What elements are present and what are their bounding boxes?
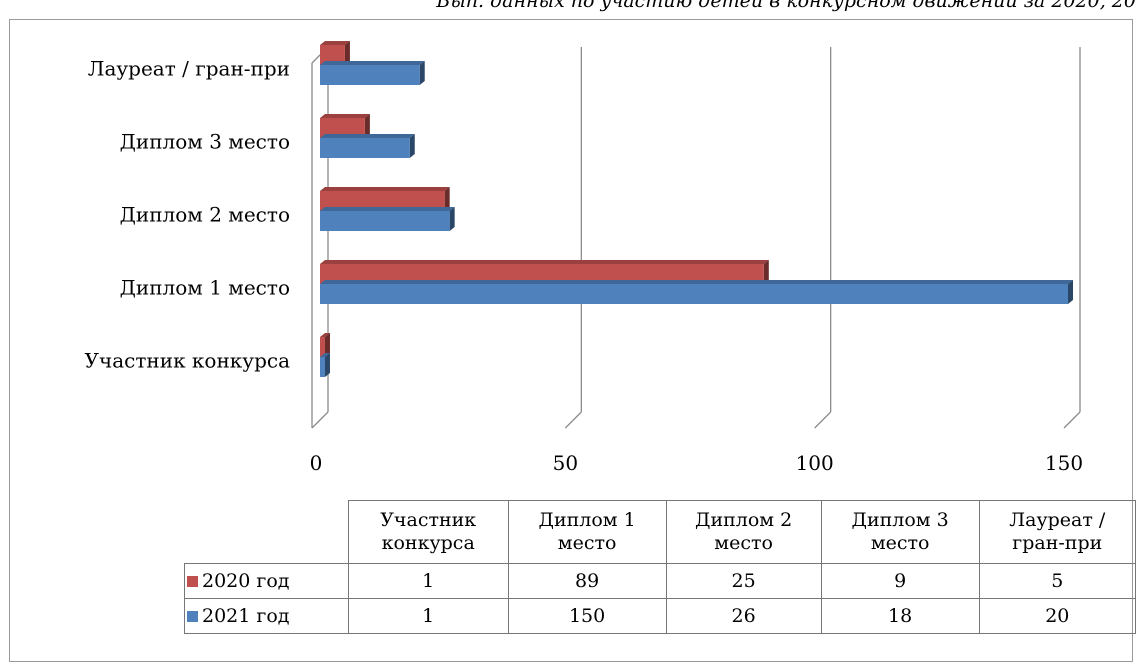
- bar: [320, 207, 455, 231]
- category-labels: Участник конкурса Диплом 1 место Диплом 2 …: [85, 57, 291, 373]
- data-table-header-line: место: [714, 532, 773, 554]
- bar-side-face: [324, 353, 330, 377]
- gridline-foot: [1063, 411, 1081, 429]
- data-table-header-line: Участник: [380, 509, 477, 531]
- series-name: 2021 год: [202, 604, 290, 627]
- data-table-header: Диплом 1 место: [507, 500, 667, 564]
- bar-top-face: [320, 280, 1073, 284]
- bar-side-face: [409, 134, 415, 158]
- x-tick-label: 150: [1045, 451, 1083, 475]
- data-table-cell: 5: [978, 563, 1136, 599]
- bar-top-face: [320, 61, 425, 65]
- data-table-row: 2020 год 1 89 25 9 5: [184, 563, 1136, 599]
- bar-top-face: [320, 114, 370, 118]
- data-table-header-line: Лауреат /: [1009, 509, 1106, 531]
- x-tick-label: 50: [553, 451, 578, 475]
- bar-side-face: [449, 207, 455, 231]
- bar-front-face: [320, 211, 450, 231]
- bar-front-face: [320, 118, 365, 138]
- bar: [320, 61, 425, 85]
- data-table-cell: 89: [507, 563, 667, 599]
- data-table-cell: 1: [347, 598, 509, 634]
- gridline-foot: [814, 411, 832, 429]
- bar-top-face: [320, 41, 350, 45]
- bar-top-face: [320, 333, 330, 337]
- bar-top-face: [320, 134, 415, 138]
- bar: [320, 187, 450, 211]
- bar-side-face: [763, 260, 769, 284]
- data-table-cell: 9: [820, 563, 980, 599]
- bar-side-face: [1068, 280, 1073, 304]
- bar: [320, 333, 330, 357]
- data-table-corner: [184, 500, 349, 564]
- category-label: Участник конкурса: [85, 349, 291, 373]
- data-table-header: Диплом 2 место: [665, 500, 822, 564]
- legend-swatch: [187, 575, 198, 587]
- data-table-header: Участник конкурса: [347, 500, 509, 564]
- x-tick-label: 100: [796, 451, 834, 475]
- bar-top-face: [320, 187, 450, 191]
- bar-front-face: [320, 284, 1068, 304]
- bar-side-face: [444, 187, 450, 211]
- chart-title: Вып. данных по участию детей в конкурсно…: [436, 0, 1136, 12]
- data-table-header-line: Диплом 3: [851, 509, 949, 531]
- bar-front-face: [320, 337, 325, 357]
- chart-frame: [9, 19, 1133, 662]
- gridline-foot: [311, 411, 329, 429]
- data-table-row: 2021 год 1 150 26 18 20: [184, 598, 1136, 634]
- bar-top-face: [320, 260, 769, 264]
- bar-front-face: [320, 357, 325, 377]
- data-table-cell: 26: [665, 598, 822, 634]
- category-label: Диплом 2 место: [120, 203, 290, 227]
- data-table-cell: 25: [665, 563, 822, 599]
- bar: [320, 280, 1073, 304]
- bar-front-face: [320, 264, 764, 284]
- data-table-header-line: Диплом 2: [695, 509, 793, 531]
- data-table-header-line: место: [870, 532, 930, 554]
- series-label: 2021 год: [184, 598, 349, 634]
- data-table: Участник конкурса Диплом 1 место Диплом 2 мес…: [184, 500, 1136, 634]
- bar-side-face: [419, 61, 425, 85]
- data-table-header: Лауреат / гран-при: [978, 500, 1136, 564]
- bar: [320, 260, 769, 284]
- gridlines: [311, 46, 1081, 429]
- bar-front-face: [320, 138, 410, 158]
- bar-side-face: [364, 114, 370, 138]
- category-label: Диплом 1 место: [120, 276, 290, 300]
- x-tick-label: 0: [310, 451, 323, 475]
- bar-top-face: [320, 207, 455, 211]
- category-label: Лауреат / гран-при: [88, 57, 290, 81]
- bar-front-face: [320, 45, 345, 65]
- data-table-cell: 18: [820, 598, 980, 634]
- bar: [320, 134, 415, 158]
- bar: [320, 41, 350, 65]
- bar-top-face: [320, 353, 330, 357]
- data-table-header-line: Диплом 1: [538, 509, 636, 531]
- bar-front-face: [320, 65, 420, 85]
- data-table-header: Диплом 3 место: [820, 500, 980, 564]
- bars: [320, 41, 1073, 377]
- data-table-header-line: место: [557, 532, 617, 554]
- gridline-foot: [564, 411, 582, 429]
- category-label: Диплом 3 место: [120, 130, 290, 154]
- legend-swatch: [187, 610, 198, 622]
- bar: [320, 353, 330, 377]
- x-tick-labels: 0 50 100 150: [310, 451, 1083, 475]
- data-table-cell: 20: [978, 598, 1136, 634]
- data-table-header-row: Участник конкурса Диплом 1 место Диплом 2 мес…: [184, 500, 1136, 564]
- data-table-cell: 1: [347, 563, 509, 599]
- bar: [320, 114, 370, 138]
- data-table-header-line: конкурса: [381, 532, 475, 554]
- bar-side-face: [344, 41, 350, 65]
- bar-side-face: [324, 333, 330, 357]
- bar-front-face: [320, 191, 445, 211]
- series-label: 2020 год: [184, 563, 349, 599]
- series-name: 2020 год: [202, 569, 290, 592]
- data-table-header-line: гран-при: [1012, 532, 1103, 554]
- data-table-cell: 150: [507, 598, 667, 634]
